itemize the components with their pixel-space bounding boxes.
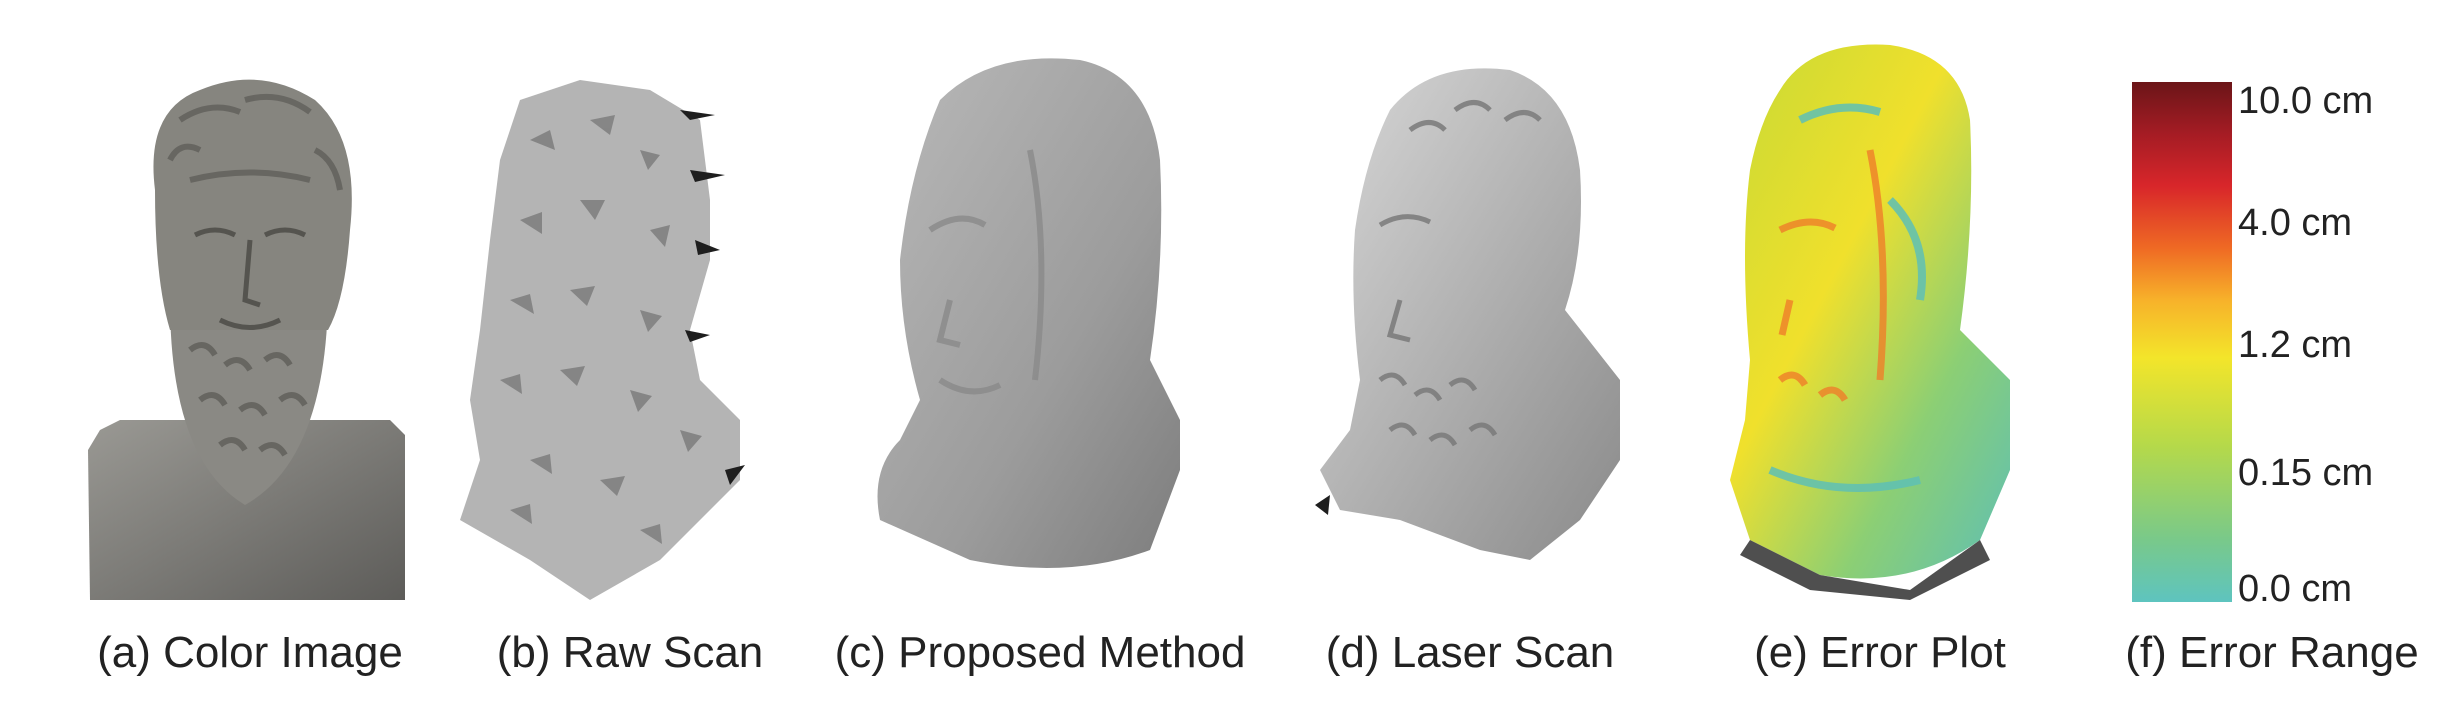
caption-e: (e) Error Plot [1754, 628, 2006, 677]
panel-color-image: (a) Color Image [60, 0, 440, 714]
laser-scan-mesh [1315, 68, 1620, 560]
reconstruction-mesh [877, 58, 1180, 568]
colorbar-tick: 1.2 cm [2238, 324, 2353, 366]
colorbar-tick: 4.0 cm [2238, 202, 2353, 244]
panel-error-plot: (e) Error Plot [1690, 0, 2070, 714]
caption-b: (b) Raw Scan [496, 628, 764, 677]
raw-scan-mesh [460, 80, 745, 600]
colorbar-tick: 0.0 cm [2238, 568, 2353, 610]
caption-f: (f) Error Range [2125, 628, 2419, 677]
error-heatmap-bust [1730, 44, 2010, 600]
error-colorbar [2132, 82, 2232, 602]
caption-d: (d) Laser Scan [1325, 628, 1615, 677]
caption-c: (c) Proposed Method [834, 628, 1246, 677]
bust-photo [88, 79, 405, 600]
panel-laser-scan: (d) Laser Scan [1280, 0, 1660, 714]
panel-error-range: (f) Error Range [2080, 0, 2464, 714]
panel-proposed-method: (c) Proposed Method [820, 0, 1260, 714]
colorbar-tick: 0.15 cm [2238, 452, 2374, 494]
caption-a: (a) Color Image [97, 628, 403, 677]
panel-raw-scan: (b) Raw Scan [440, 0, 820, 714]
colorbar-tick: 10.0 cm [2238, 80, 2374, 122]
